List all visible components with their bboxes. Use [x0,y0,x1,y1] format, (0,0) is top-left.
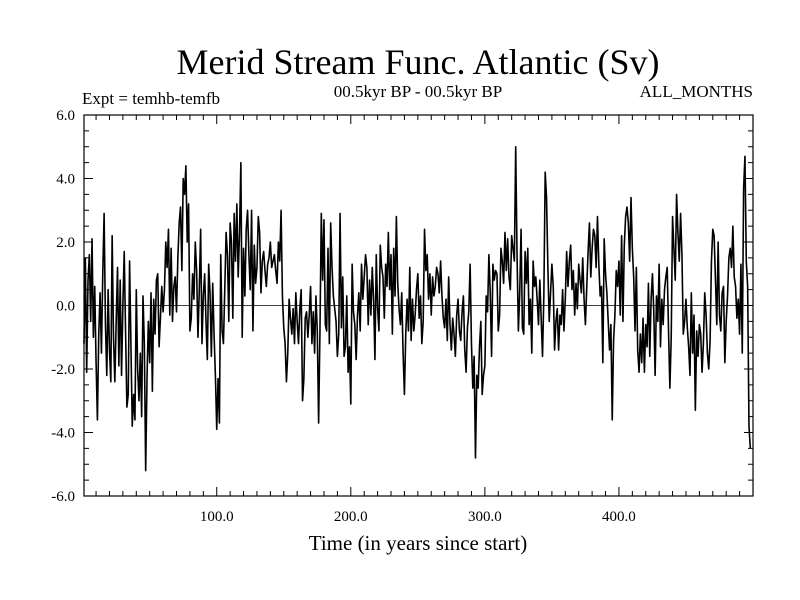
x-tick-label: 400.0 [602,509,636,525]
x-axis-label: Time (in years since start) [309,531,528,555]
x-tick-label: 200.0 [334,509,368,525]
y-tick-label: -6.0 [51,489,75,505]
y-tick-label: 6.0 [56,108,75,124]
tick-labels: 6.0 4.0 2.0 0.0 -2.0 -4.0 -6.0 100.0 200.0 300.0 4… [51,108,636,525]
period-label: 00.5kyr BP - 00.5kyr BP [334,82,502,101]
x-tick-label: 100.0 [200,509,234,525]
y-tick-label: 0.0 [56,299,75,315]
y-tick-label: -2.0 [51,362,75,378]
plot-area [83,114,754,497]
y-tick-label: 4.0 [56,172,75,188]
experiment-label: Expt = temhb-temfb [82,89,220,108]
series-line-0 [83,145,752,472]
y-tick-label: 2.0 [56,235,75,251]
y-tick-label: -4.0 [51,426,75,442]
x-tick-label: 300.0 [468,509,502,525]
season-label: ALL_MONTHS [640,82,753,101]
chart-title: Merid Stream Func. Atlantic (Sv) [177,42,660,82]
axis-ticks [84,114,753,497]
